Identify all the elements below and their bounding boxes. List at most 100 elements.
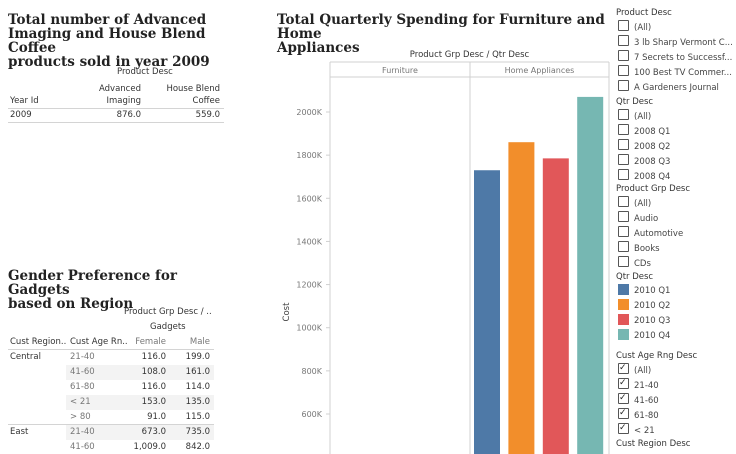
row-band [66, 395, 214, 410]
option-label: 3 lb Sharp Vermont C... [634, 38, 733, 48]
sheet2-title-line: based on Region [8, 296, 134, 312]
legend-item[interactable]: 2010 Q2 [616, 299, 734, 314]
male-value-cell[interactable]: 114.0 [185, 382, 210, 392]
checkbox-icon[interactable] [618, 226, 629, 237]
chart-header: Product Grp Desc / Qtr Desc [410, 50, 530, 60]
filter-option[interactable]: 41-60 [616, 393, 734, 408]
checkbox-checked-icon[interactable] [618, 363, 629, 376]
filter-title: Cust Age Rng Desc [616, 351, 698, 361]
filter-list[interactable]: (All) Audio Automotive Books CDs [616, 196, 734, 274]
sheet2-col-sub: Gadgets [150, 322, 186, 332]
male-value-cell[interactable]: 735.0 [185, 427, 210, 437]
sheet2-row-header-age: Cust Age Rn.. [70, 337, 128, 347]
checkbox-icon[interactable] [618, 169, 629, 180]
checkbox-checked-icon[interactable] [618, 423, 629, 436]
filter-option[interactable]: (All) [616, 109, 734, 124]
filter-option[interactable]: 3 lb Sharp Vermont C... [616, 35, 734, 50]
sheet1-col1-line2: Imaging [106, 96, 141, 106]
sheet1-col-group: Product Desc [117, 67, 173, 77]
legend-item[interactable]: 2010 Q3 [616, 314, 734, 329]
filter-cust-region-desc: Cust Region Desc [616, 438, 734, 451]
age-cell[interactable]: 41-60 [70, 367, 95, 377]
filter-option[interactable]: Automotive [616, 226, 734, 241]
male-value-cell[interactable]: 115.0 [185, 412, 210, 422]
option-label: 21-40 [634, 381, 659, 391]
filter-list[interactable]: (All) 3 lb Sharp Vermont C... 7 Secrets to… [616, 20, 734, 98]
checkbox-icon[interactable] [618, 65, 629, 76]
filter-option[interactable]: Books [616, 241, 734, 256]
checkbox-checked-icon[interactable] [618, 408, 629, 421]
filter-option[interactable]: 100 Best TV Commer... [616, 65, 734, 80]
checkbox-icon[interactable] [618, 109, 629, 120]
male-value-cell[interactable]: 842.0 [185, 442, 210, 452]
option-label: 2008 Q3 [634, 157, 671, 167]
checkbox-icon[interactable] [618, 211, 629, 222]
filter-list[interactable]: 2010 Q1 2010 Q2 2010 Q3 2010 Q4 [616, 284, 734, 354]
region-cell[interactable]: Central [10, 352, 41, 362]
color-swatch[interactable] [618, 284, 629, 295]
region-cell[interactable]: East [10, 427, 29, 437]
filter-title: Qtr Desc [616, 97, 654, 107]
filter-list[interactable]: (All) 21-40 41-60 61-80 < 21 [616, 363, 734, 441]
filter-option[interactable]: 61-80 [616, 408, 734, 423]
checkbox-icon[interactable] [618, 80, 629, 91]
female-value-cell[interactable]: 116.0 [141, 382, 166, 392]
age-cell[interactable]: 61-80 [70, 382, 95, 392]
filter-option[interactable]: (All) [616, 20, 734, 35]
filter-option[interactable]: 21-40 [616, 378, 734, 393]
checkbox-icon[interactable] [618, 256, 629, 267]
filter-title: Product Grp Desc [616, 184, 691, 194]
legend-item[interactable]: 2010 Q4 [616, 329, 734, 344]
male-value-cell[interactable]: 135.0 [185, 397, 210, 407]
checkbox-icon[interactable] [618, 154, 629, 165]
chart-title: Total Quarterly Spending for Furniture a… [277, 13, 607, 55]
filter-option[interactable]: 2008 Q4 [616, 169, 734, 184]
filter-option[interactable]: < 21 [616, 423, 734, 438]
filter-option[interactable]: (All) [616, 196, 734, 211]
checkbox-checked-icon[interactable] [618, 378, 629, 391]
sheet2-header-divider [8, 349, 214, 350]
female-value-cell[interactable]: 91.0 [147, 412, 166, 422]
filter-option[interactable]: 2008 Q2 [616, 139, 734, 154]
panel-label-furniture: Furniture [382, 66, 418, 75]
female-value-cell[interactable]: 673.0 [141, 427, 166, 437]
checkbox-checked-icon[interactable] [618, 393, 629, 406]
checkbox-icon[interactable] [618, 196, 629, 207]
sheet1-value-cell[interactable]: 559.0 [195, 110, 220, 120]
checkbox-icon[interactable] [618, 139, 629, 150]
age-cell[interactable]: 41-60 [70, 442, 95, 452]
filter-list[interactable]: (All) 2008 Q1 2008 Q2 2008 Q3 2008 Q4 [616, 109, 734, 187]
legend-item[interactable]: 2010 Q1 [616, 284, 734, 299]
male-value-cell[interactable]: 199.0 [185, 352, 210, 362]
color-swatch[interactable] [618, 329, 629, 340]
checkbox-icon[interactable] [618, 20, 629, 31]
age-cell[interactable]: < 21 [70, 397, 91, 407]
female-value-cell[interactable]: 1,009.0 [133, 442, 166, 452]
filter-option[interactable]: Audio [616, 211, 734, 226]
filter-option[interactable]: 7 Secrets to Successf... [616, 50, 734, 65]
option-label: 2008 Q1 [634, 127, 671, 137]
sheet1-value-cell[interactable]: 876.0 [116, 110, 141, 120]
color-swatch[interactable] [618, 299, 629, 310]
female-value-cell[interactable]: 116.0 [141, 352, 166, 362]
filter-option[interactable]: CDs [616, 256, 734, 271]
checkbox-icon[interactable] [618, 50, 629, 61]
filter-title: Qtr Desc [616, 272, 654, 282]
filter-option[interactable]: 2008 Q3 [616, 154, 734, 169]
option-label: (All) [634, 23, 652, 33]
filter-option[interactable]: A Gardeners Journal [616, 80, 734, 95]
checkbox-icon[interactable] [618, 124, 629, 135]
age-cell[interactable]: 21-40 [70, 352, 95, 362]
age-cell[interactable]: 21-40 [70, 427, 95, 437]
filter-option[interactable]: (All) [616, 363, 734, 378]
checkbox-icon[interactable] [618, 35, 629, 46]
female-value-cell[interactable]: 108.0 [141, 367, 166, 377]
color-swatch[interactable] [618, 314, 629, 325]
sheet1-year-cell[interactable]: 2009 [10, 110, 32, 120]
age-cell[interactable]: > 80 [70, 412, 91, 422]
checkbox-icon[interactable] [618, 241, 629, 252]
y-tick-label: 1800K [296, 151, 322, 160]
male-value-cell[interactable]: 161.0 [185, 367, 210, 377]
female-value-cell[interactable]: 153.0 [141, 397, 166, 407]
filter-option[interactable]: 2008 Q1 [616, 124, 734, 139]
